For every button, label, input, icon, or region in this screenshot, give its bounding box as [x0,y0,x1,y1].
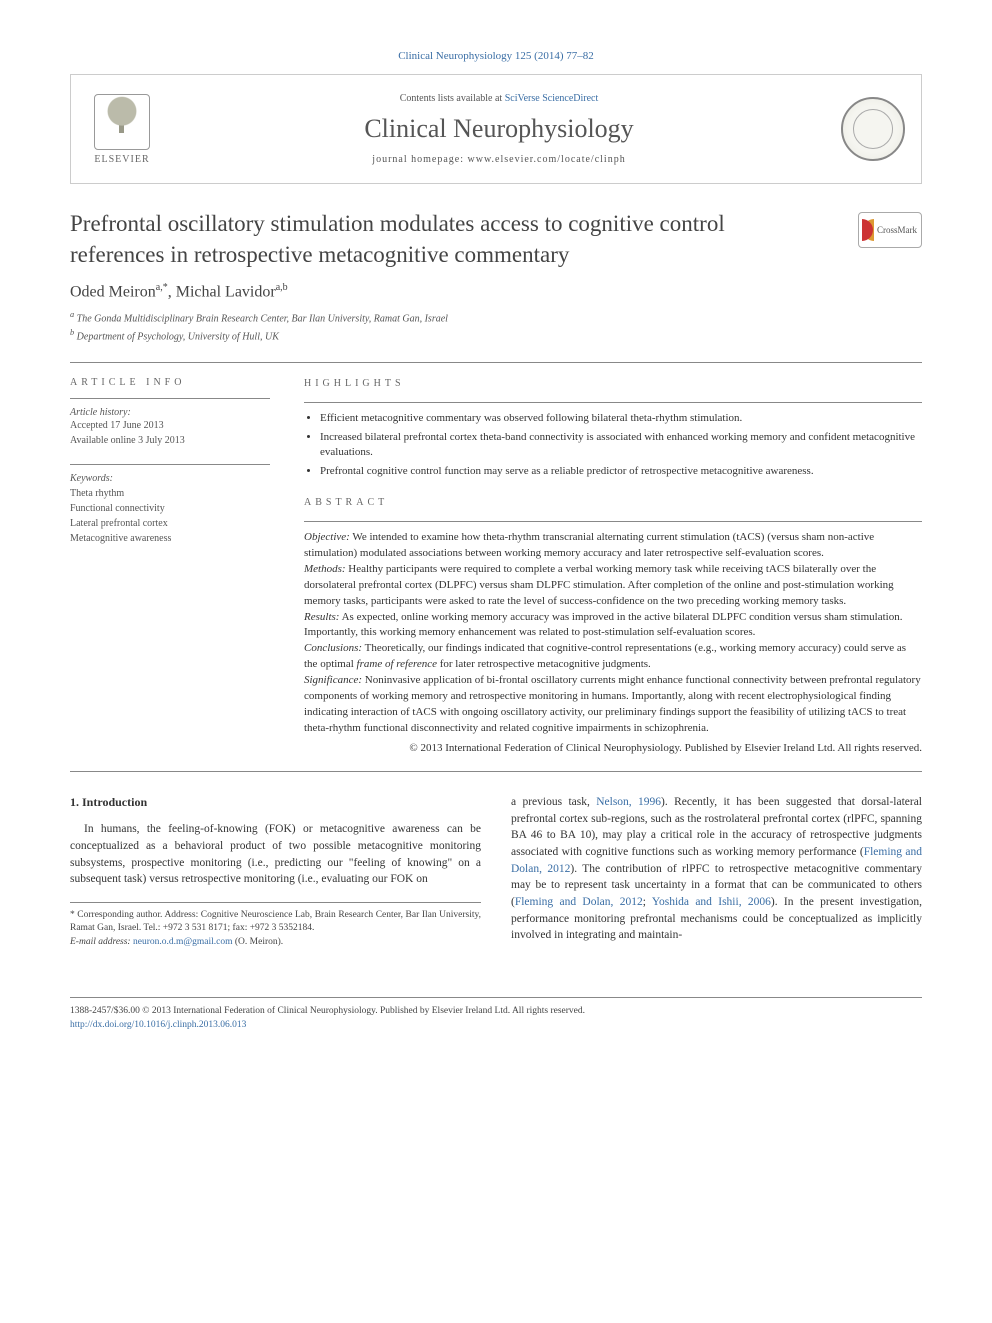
abstract-copyright: © 2013 International Federation of Clini… [304,741,922,757]
highlight-item: Efficient metacognitive commentary was o… [320,411,922,427]
methods-label: Methods: [304,563,346,575]
abstract-body: Objective: We intended to examine how th… [304,530,922,757]
footnotes: * Corresponding author. Address: Cogniti… [70,902,481,949]
crossmark-badge[interactable]: CrossMark [858,212,922,248]
p2-d: ; [643,896,652,908]
history-label: Article history: [70,407,270,418]
journal-title: Clinical Neurophysiology [157,114,841,144]
journal-masthead: ELSEVIER Contents lists available at Sci… [70,74,922,184]
highlights-list: Efficient metacognitive commentary was o… [304,411,922,481]
body-column-left: 1. Introduction In humans, the feeling-o… [70,794,481,949]
intro-heading: 1. Introduction [70,794,481,811]
doi-link[interactable]: http://dx.doi.org/10.1016/j.clinph.2013.… [70,1020,246,1030]
body-text: 1. Introduction In humans, the feeling-o… [70,794,922,949]
corr-email-link[interactable]: neuron.o.d.m@gmail.com [131,937,235,947]
history-lines: Accepted 17 June 2013 Available online 3… [70,418,270,448]
sciencedirect-link[interactable]: SciVerse ScienceDirect [505,93,599,104]
author-1-affil: a,* [156,282,168,293]
email-label: E-mail address: [70,937,131,947]
objective-text: We intended to examine how theta-rhythm … [304,531,874,559]
masthead-center: Contents lists available at SciVerse Sci… [157,93,841,165]
methods-text: Healthy participants were required to co… [304,563,894,607]
author-list: Oded Meirona,*, Michal Lavidora,b [70,282,922,301]
significance-text: Noninvasive application of bi-frontal os… [304,674,921,734]
keyword: Metacognitive awareness [70,531,270,546]
results-text: As expected, online working memory accur… [304,611,902,639]
article-info-label: ARTICLE INFO [70,377,270,388]
highlight-item: Increased bilateral prefrontal cortex th… [320,430,922,462]
author-sep: , [168,283,176,300]
contents-list-line: Contents lists available at SciVerse Sci… [157,93,841,104]
significance-label: Significance: [304,674,362,686]
elsevier-tree-icon [94,94,150,150]
email-attribution: (O. Meiron). [235,937,283,947]
conclusions-text-b: for later retrospective metacognitive ju… [437,658,651,670]
homepage-prefix: journal homepage: [372,154,467,165]
intro-para-1: In humans, the feeling-of-knowing (FOK) … [70,821,481,888]
keyword: Lateral prefrontal cortex [70,516,270,531]
article-header: CrossMark Prefrontal oscillatory stimula… [70,208,922,363]
keywords-list: Theta rhythm Functional connectivity Lat… [70,486,270,546]
intro-para-2: a previous task, Nelson, 1996). Recently… [511,794,922,944]
ref-fleming-dolan-2012b[interactable]: Fleming and Dolan, 2012 [515,896,643,908]
affiliation-a: a The Gonda Multidisciplinary Brain Rese… [70,309,922,326]
highlights-abstract-column: HIGHLIGHTS Efficient metacognitive comme… [304,377,922,757]
highlights-label: HIGHLIGHTS [304,377,922,392]
body-column-right: a previous task, Nelson, 1996). Recently… [511,794,922,949]
ref-yoshida-ishii-2006[interactable]: Yoshida and Ishii, 2006 [652,896,771,908]
contents-prefix: Contents lists available at [400,93,505,104]
publisher-logo: ELSEVIER [87,89,157,169]
corr-text: Corresponding author. Address: Cognitive… [70,910,481,933]
crossmark-icon [863,219,873,241]
p2-a: a previous task, [511,796,596,808]
homepage-url: www.elsevier.com/locate/clinph [468,154,626,165]
online-date: Available online 3 July 2013 [70,433,270,448]
abstract-label: ABSTRACT [304,496,922,511]
crossmark-label: CrossMark [877,225,917,235]
citation-link[interactable]: Clinical Neurophysiology 125 (2014) 77–8… [398,50,594,62]
keywords-label: Keywords: [70,473,270,484]
corr-email-line: E-mail address: neuron.o.d.m@gmail.com (… [70,936,481,949]
article-info-column: ARTICLE INFO Article history: Accepted 1… [70,377,270,757]
author-2-affil: a,b [276,282,288,293]
journal-homepage-line: journal homepage: www.elsevier.com/locat… [157,154,841,165]
keyword: Functional connectivity [70,501,270,516]
affiliation-b: b Department of Psychology, University o… [70,327,922,344]
affiliation-a-text: The Gonda Multidisciplinary Brain Resear… [77,314,448,325]
page: Clinical Neurophysiology 125 (2014) 77–8… [0,0,992,1072]
page-footer: 1388-2457/$36.00 © 2013 International Fe… [70,997,922,1033]
highlight-item: Prefrontal cognitive control function ma… [320,464,922,480]
objective-label: Objective: [304,531,350,543]
corresponding-author: * Corresponding author. Address: Cogniti… [70,909,481,936]
keyword: Theta rhythm [70,486,270,501]
info-highlights-abstract: ARTICLE INFO Article history: Accepted 1… [70,377,922,772]
ref-nelson-1996[interactable]: Nelson, 1996 [596,796,661,808]
affiliation-b-text: Department of Psychology, University of … [77,331,279,342]
conclusions-emph: frame of reference [357,658,437,670]
affiliations: a The Gonda Multidisciplinary Brain Rese… [70,309,922,344]
author-2: Michal Lavidor [176,283,276,300]
footer-copyright: 1388-2457/$36.00 © 2013 International Fe… [70,1004,922,1018]
journal-seal-icon [841,97,905,161]
running-header: Clinical Neurophysiology 125 (2014) 77–8… [70,50,922,62]
results-label: Results: [304,611,339,623]
conclusions-label: Conclusions: [304,642,362,654]
author-1: Oded Meiron [70,283,156,300]
accepted-date: Accepted 17 June 2013 [70,418,270,433]
article-title: Prefrontal oscillatory stimulation modul… [70,208,820,270]
publisher-name: ELSEVIER [94,154,149,165]
